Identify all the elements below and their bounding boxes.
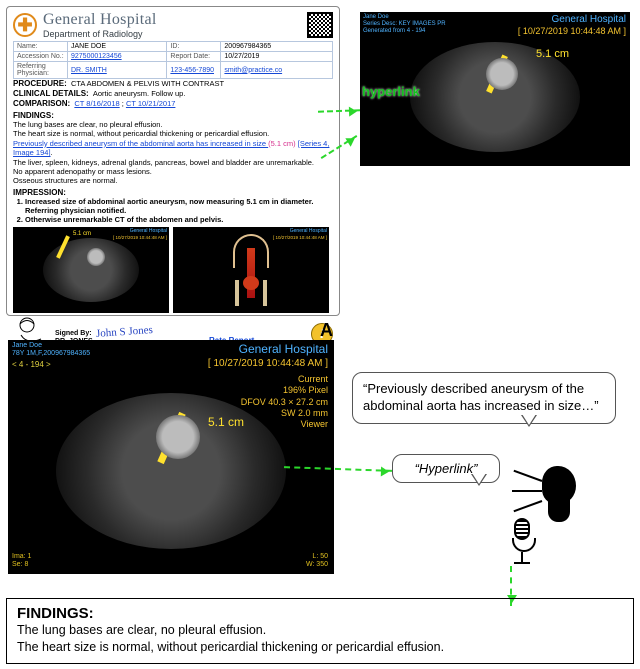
radiology-report: ✚ General Hospital Department of Radiolo… [6,6,340,316]
impression-block: Increased size of abdominal aortic aneur… [13,197,333,225]
qr-code-icon[interactable] [307,12,333,38]
ki2-ts: [ 10/27/2019 10:44:48 AM ] [273,235,327,240]
comparison-link-2[interactable]: CT 10/21/2017 [126,99,175,108]
microphone-icon [512,518,532,558]
vlg-bottom-left: Ima: 1 Se: 8 [12,553,31,571]
hospital-name: General Hospital [43,11,157,29]
ki-ts: [ 10/27/2019 10:44:48 AM ] [113,235,167,240]
vsm-timestamp: [ 10/27/2019 10:44:48 AM ] [518,26,626,36]
findings-panel-line-1: The lung bases are clear, no pleural eff… [17,622,623,639]
finding-2: The heart size is normal, without perica… [13,129,333,138]
hospital-dept: Department of Radiology [43,29,157,39]
ref-phys-label: Referring Physician: [14,62,68,79]
vlg-ct-slice-icon: 5.1 cm [56,393,286,549]
findings-panel: FINDINGS: The lung bases are clear, no p… [6,598,634,664]
procedure-label: PROCEDURE: [13,79,67,88]
vsm-measure-label: 5.1 cm [536,48,569,60]
speech-bubble-2: “Hyperlink” [392,454,500,483]
accession-label: Accession No.: [14,52,68,62]
figure-label-a: A [320,320,333,341]
ct-slice-icon [43,238,139,302]
key-image-3d[interactable]: General Hospital [ 10/27/2019 10:44:48 A… [173,227,329,313]
speech-bubble-1: “Previously described aneurysm of the ab… [352,372,616,424]
report-date-value: 10/27/2019 [221,52,333,62]
impression-1: Increased size of abdominal aortic aneur… [25,197,333,216]
procedure-value: CTA ABDOMEN & PELVIS WITH CONTRAST [71,79,224,88]
findings-label: FINDINGS: [13,111,333,120]
id-label: ID: [167,42,221,52]
name-value: JANE DOE [68,42,167,52]
vlg-bottom-right: L: 50 W: 350 [306,553,328,571]
impression-2: Otherwise unremarkable CT of the abdomen… [25,215,333,224]
patient-id-table: Name: JANE DOE ID: 200967984365 Accessio… [13,41,333,79]
findings-panel-line-2: The heart size is normal, without perica… [17,639,623,656]
key-images-row: General Hospital [ 10/27/2019 10:44:48 A… [13,227,333,313]
ki2-hosp: General Hospital [290,228,327,234]
comparison-label: COMPARISON: [13,99,70,108]
vlg-topleft: Jane Doe 78Y 1M,F,200967984365 [12,342,90,359]
ki-hosp: General Hospital [130,228,167,234]
id-value: 200967984365 [221,42,333,52]
clinical-value: Aortic aneurysm. Follow up. [93,89,186,98]
speech-lines-icon [512,480,544,504]
accession-link[interactable]: 9275000123456 [71,53,122,60]
clinical-label: CLINICAL DETAILS: [13,89,89,98]
report-date-label: Report Date: [167,52,221,62]
vsm-hospital: General Hospital [552,14,626,25]
recon-3d-icon [221,234,281,306]
image-viewer-large[interactable]: Jane Doe 78Y 1M,F,200967984365 < 4 - 194… [8,340,334,574]
ref-phys-link[interactable]: DR. SMITH [71,67,107,74]
finding-3-text[interactable]: Previously described aneurysm of the abd… [13,139,268,148]
impression-label: IMPRESSION: [13,188,333,197]
hospital-logo-icon: ✚ [13,13,37,37]
vlg-series-nav[interactable]: < 4 - 194 > [12,360,51,369]
finding-3: Previously described aneurysm of the abd… [13,139,333,158]
findings-block: The lung bases are clear, no pleural eff… [13,120,333,186]
signed-by-label: Signed By: [55,330,92,337]
speaker-icon [488,462,608,570]
comparison-link-1[interactable]: CT 8/16/2018 [74,99,119,108]
vlg-measure-label: 5.1 cm [208,415,244,429]
report-header: ✚ General Hospital Department of Radiolo… [13,11,333,39]
findings-panel-label: FINDINGS: [17,605,623,622]
finding-1: The lung bases are clear, no pleural eff… [13,120,333,129]
key-image-axial[interactable]: General Hospital [ 10/27/2019 10:44:48 A… [13,227,169,313]
ki-meas: 5.1 cm [73,231,91,237]
hospital-block: General Hospital Department of Radiology [43,11,157,39]
ref-email-link[interactable]: smith@practice.co [224,67,282,74]
name-label: Name: [14,42,68,52]
vsm-topleft: Jane Doe Series Desc: KEY IMAGES PR Gene… [363,14,446,36]
vlg-hospital: General Hospital [239,342,328,356]
finding-3-meas[interactable]: (5.1 cm) [268,139,296,148]
hyperlink-annotation: hyperlink [362,84,420,99]
finding-4: The liver, spleen, kidneys, adrenal glan… [13,158,333,167]
finding-5: No apparent adenopathy or mass lesions. [13,167,333,176]
signature-script: John S Jones [95,324,153,340]
finding-6: Osseous structures are normal. [13,176,333,185]
vsm-measure-line-icon [486,54,508,93]
vlg-measure-line-icon [157,412,185,464]
ref-phone-link[interactable]: 123-456-7890 [170,67,214,74]
vlg-timestamp: [ 10/27/2019 10:44:48 AM ] [208,358,328,369]
